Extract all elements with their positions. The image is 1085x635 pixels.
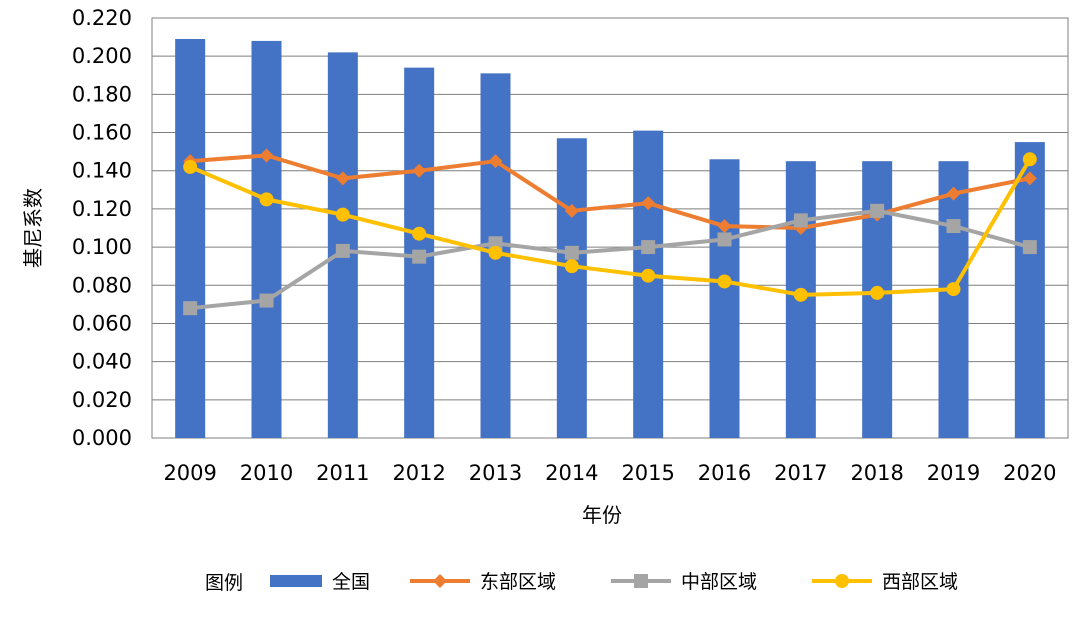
point-西部区域 <box>1022 152 1037 167</box>
point-中部区域 <box>793 213 808 228</box>
x-tick-label: 2010 <box>240 461 293 485</box>
x-tick-label: 2014 <box>545 461 598 485</box>
x-tick-label: 2018 <box>850 461 903 485</box>
y-tick-label: 0.200 <box>72 44 132 68</box>
bar-全国 <box>251 40 282 439</box>
y-tick-label: 0.020 <box>72 388 132 412</box>
point-西部区域 <box>641 268 656 283</box>
line-东部区域 <box>190 153 1031 230</box>
point-东部区域 <box>412 163 427 178</box>
legend-label-中部区域: 中部区域 <box>681 571 757 593</box>
bar-全国 <box>633 130 664 439</box>
line-中部区域 <box>189 208 1031 311</box>
legend-label-东部区域: 东部区域 <box>480 571 556 593</box>
plot-area <box>151 17 1069 439</box>
point-中部区域 <box>335 243 350 258</box>
point-东部区域 <box>564 203 579 218</box>
point-西部区域 <box>335 207 350 222</box>
x-tick-label: 2013 <box>469 461 522 485</box>
y-tick-label: 0.000 <box>72 426 132 450</box>
x-tick-label: 2011 <box>316 461 369 485</box>
y-tick-label: 0.060 <box>72 311 132 335</box>
y-tick-label: 0.100 <box>72 235 132 259</box>
point-西部区域 <box>870 285 885 300</box>
legend-marker-中部区域 <box>634 574 648 588</box>
bar-全国 <box>556 138 587 439</box>
point-中部区域 <box>412 249 427 264</box>
legend-label-西部区域: 西部区域 <box>882 571 958 593</box>
point-中部区域 <box>1022 240 1037 255</box>
point-东部区域 <box>1022 171 1037 186</box>
point-西部区域 <box>259 192 274 207</box>
point-东部区域 <box>717 219 732 234</box>
legend: 图例 全国 东部区域 中部区域 西部区域 <box>205 571 958 594</box>
bar-全国 <box>175 39 206 438</box>
y-tick-label: 0.220 <box>72 6 132 30</box>
point-东部区域 <box>335 171 350 186</box>
y-tick-label: 0.120 <box>72 197 132 221</box>
point-西部区域 <box>412 226 427 241</box>
bar-全国 <box>938 161 969 438</box>
point-中部区域 <box>259 293 274 308</box>
tick-layer: 0.000 0.020 0.040 0.060 0.080 0.100 0.120 0.140… <box>72 6 1057 485</box>
bar-全国 <box>1014 142 1045 438</box>
point-中部区域 <box>564 245 579 260</box>
x-tick-label: 2016 <box>698 461 751 485</box>
legend-swatch-全国 <box>270 575 322 587</box>
point-西部区域 <box>793 287 808 302</box>
point-东部区域 <box>946 186 961 201</box>
y-tick-label: 0.140 <box>72 159 132 183</box>
legend-marker-东部区域 <box>433 574 447 588</box>
y-tick-label: 0.180 <box>72 82 132 106</box>
x-axis-title: 年份 <box>582 503 622 527</box>
point-西部区域 <box>488 245 503 260</box>
line-西部区域 <box>189 158 1032 297</box>
y-axis-title: 基尼系数 <box>21 188 45 268</box>
point-东部区域 <box>259 148 274 163</box>
grid-layer <box>151 17 1069 439</box>
legend-title: 图例 <box>205 572 243 594</box>
x-tick-label: 2017 <box>774 461 827 485</box>
x-tick-label: 2015 <box>621 461 674 485</box>
point-西部区域 <box>183 159 198 174</box>
x-tick-label: 2012 <box>392 461 445 485</box>
point-西部区域 <box>564 259 579 274</box>
x-tick-label: 2019 <box>927 461 980 485</box>
bar-layer <box>175 39 1045 439</box>
legend-marker-西部区域 <box>835 574 849 588</box>
y-tick-label: 0.080 <box>72 273 132 297</box>
x-tick-label: 2009 <box>163 461 216 485</box>
point-中部区域 <box>870 203 885 218</box>
point-中部区域 <box>183 301 198 316</box>
point-中部区域 <box>946 219 961 234</box>
line-layer <box>183 148 1037 316</box>
point-西部区域 <box>717 274 732 289</box>
point-东部区域 <box>641 196 656 211</box>
point-东部区域 <box>488 154 503 169</box>
x-tick-label: 2020 <box>1003 461 1056 485</box>
point-中部区域 <box>717 232 732 247</box>
point-中部区域 <box>641 240 656 255</box>
y-tick-label: 0.040 <box>72 350 132 374</box>
bar-全国 <box>709 159 740 439</box>
y-tick-label: 0.160 <box>72 121 132 145</box>
point-西部区域 <box>946 282 961 297</box>
legend-label-全国: 全国 <box>332 571 370 593</box>
